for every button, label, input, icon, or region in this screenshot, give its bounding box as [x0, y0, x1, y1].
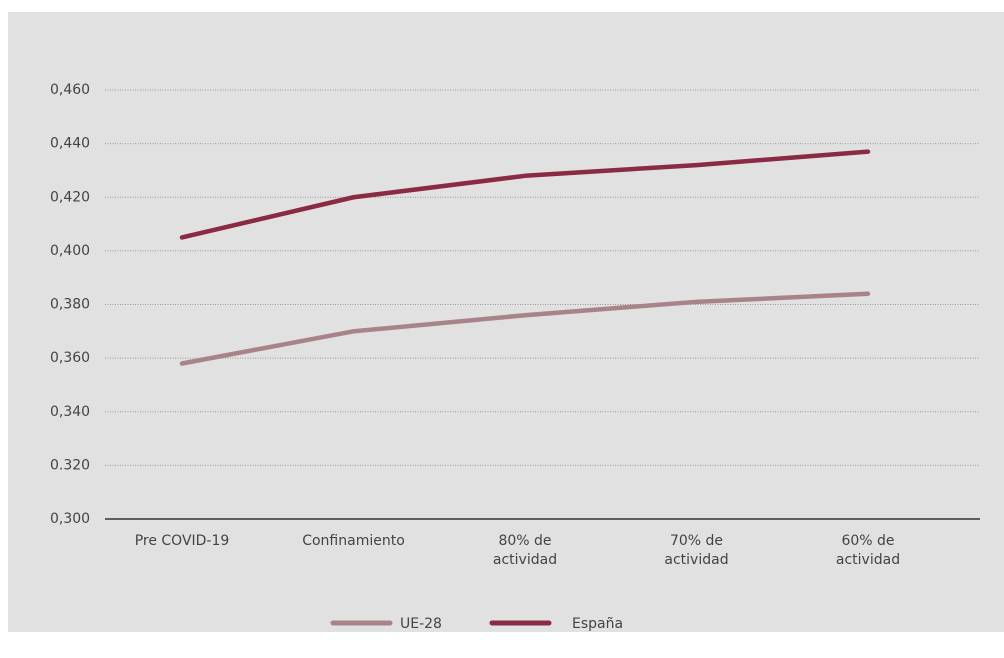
x-tick-label: 70% de actividad: [664, 533, 729, 568]
chart-panel: [8, 12, 1004, 632]
y-tick-label: 0,460: [50, 82, 90, 98]
series-line: [179, 291, 871, 366]
y-tick-label: 0,380: [50, 297, 90, 313]
y-tick-label: 0,400: [50, 243, 90, 259]
x-tick-label: Pre COVID-19: [134, 533, 230, 549]
y-tick-label: 0,300: [50, 511, 90, 527]
y-tick-label: 0,360: [50, 350, 90, 366]
legend-label: España: [572, 616, 623, 632]
y-tick-label: 0.320: [50, 457, 90, 473]
legend-label: UE-28: [400, 616, 442, 632]
y-tick-label: 0,440: [50, 136, 90, 152]
x-tick-label: Confinamiento: [302, 533, 405, 549]
y-tick-label: 0,420: [50, 189, 90, 205]
series-line: [179, 149, 871, 240]
y-tick-label: 0,340: [50, 404, 90, 420]
x-tick-label: 60% de actividad: [835, 533, 901, 568]
x-tick-label: 80% de actividad: [492, 533, 558, 568]
